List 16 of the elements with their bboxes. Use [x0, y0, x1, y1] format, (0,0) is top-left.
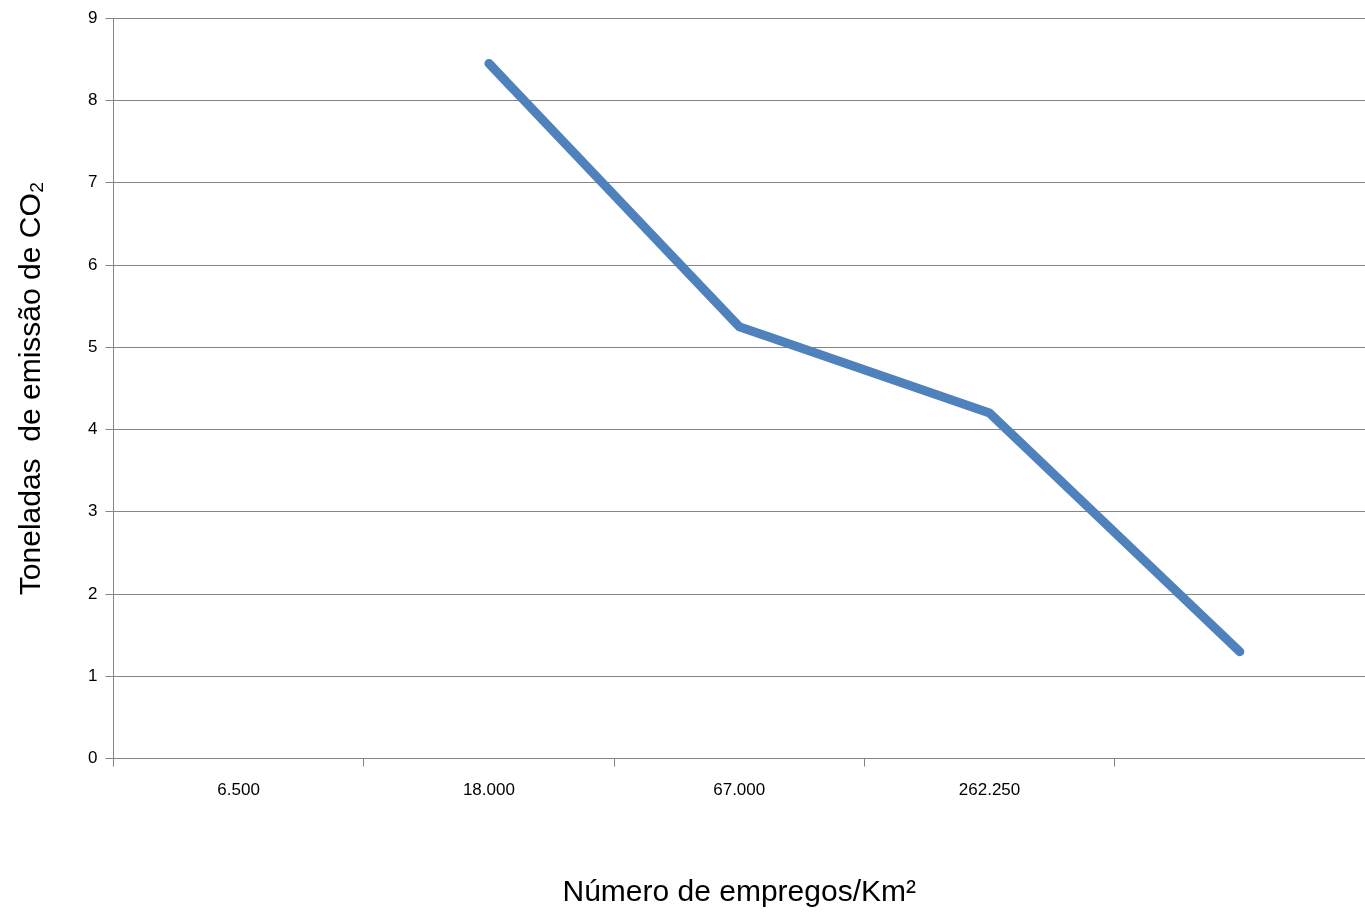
y-tick-label: 0 — [87, 748, 98, 768]
y-tick-label: 3 — [87, 501, 98, 521]
y-tick-label: 4 — [87, 419, 98, 439]
y-tick-label: 8 — [87, 90, 98, 110]
x-tick-label: 67.000 — [713, 780, 766, 800]
y-axis-title: Toneladas de emissão de CO₂ — [13, 181, 47, 596]
y-tick-label: 2 — [87, 583, 98, 603]
x-tick-label: 262.250 — [958, 780, 1021, 800]
x-axis-title: Número de empregos/Km² — [562, 874, 916, 908]
y-tick-label: 1 — [87, 666, 98, 686]
y-tick-label: 6 — [87, 254, 98, 274]
y-tick-label: 5 — [87, 336, 98, 356]
x-tick-label: 6.500 — [217, 780, 260, 800]
x-tick-label: 18.000 — [462, 780, 515, 800]
y-tick-label: 9 — [87, 7, 98, 27]
y-tick-label: 7 — [87, 172, 98, 192]
